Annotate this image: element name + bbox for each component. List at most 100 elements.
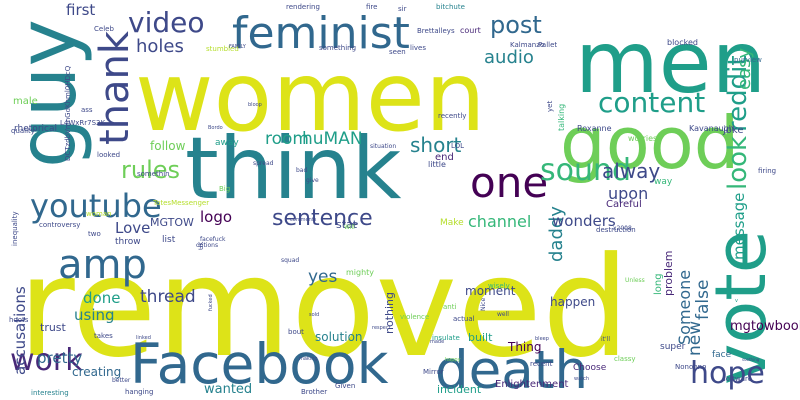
- word-cloud-word: hope: [690, 356, 765, 391]
- word-cloud-word: Brettalleys: [417, 27, 455, 35]
- word-cloud-word: Thing: [507, 340, 542, 354]
- word-cloud-word: accusations: [11, 286, 29, 375]
- word-cloud-word: Someone: [675, 270, 694, 345]
- word-cloud-word: linked: [136, 335, 151, 341]
- word-cloud-word: wonders: [552, 212, 616, 230]
- word-cloud-word: yet: [546, 101, 554, 112]
- word-cloud-word: away: [215, 138, 239, 148]
- word-cloud-word: MGTOW: [150, 216, 194, 229]
- word-cloud-word: bad: [296, 167, 307, 174]
- word-cloud-word: Make: [440, 218, 464, 228]
- word-cloud-word: options: [196, 242, 218, 249]
- word-cloud-word: work: [10, 343, 83, 378]
- word-cloud-word: daddy: [546, 206, 567, 262]
- word-cloud-word: channel: [468, 212, 531, 231]
- word-cloud-word: fucked: [208, 294, 214, 311]
- word-cloud-word: Careful: [606, 199, 642, 210]
- word-cloud-word: post: [490, 11, 542, 39]
- word-cloud-word: upon: [608, 184, 648, 203]
- word-cloud-word: using: [74, 306, 115, 324]
- word-cloud-word: easy: [734, 48, 755, 90]
- word-cloud-word: Facebook: [130, 332, 389, 396]
- word-cloud-word: video: [128, 6, 204, 39]
- word-cloud-word: sentence: [272, 206, 373, 231]
- word-cloud-word: interesting: [31, 389, 69, 397]
- word-cloud-word: feminist: [232, 8, 410, 59]
- word-cloud-word: sound: [540, 153, 631, 188]
- word-cloud-word: thread: [140, 287, 196, 307]
- word-cloud-word: x2008: [613, 225, 632, 232]
- word-cloud-word: stumbled: [206, 45, 239, 53]
- word-cloud-word: vote: [700, 230, 782, 385]
- word-cloud-word: women: [135, 41, 486, 153]
- word-cloud-word: fire: [366, 3, 377, 11]
- word-cloud-word: inequality: [11, 211, 19, 246]
- word-cloud-word: male: [13, 96, 38, 107]
- word-cloud-word: it'll: [601, 336, 610, 343]
- word-cloud-word: Bordo: [208, 125, 223, 131]
- word-cloud-word: built: [468, 331, 493, 344]
- word-cloud-word: UK: [198, 241, 205, 250]
- word-cloud-word: Celeb: [94, 25, 114, 33]
- word-cloud-word: holes: [136, 36, 184, 57]
- word-cloud-word: purview: [734, 56, 762, 64]
- word-cloud-word: two: [88, 230, 101, 238]
- word-cloud-word: give: [306, 177, 319, 184]
- word-cloud-word: destruction: [596, 226, 636, 234]
- word-cloud-word: squad: [281, 257, 299, 264]
- word-cloud-word: room: [265, 129, 309, 149]
- word-cloud-word: mgtowbooks: [730, 319, 800, 334]
- word-cloud-word: false: [693, 280, 713, 320]
- word-cloud-word: Enlightenment: [495, 379, 569, 390]
- word-cloud-word: somethin: [137, 170, 170, 178]
- word-cloud-word: huMAN: [302, 129, 363, 149]
- word-cloud-word: situation: [370, 143, 396, 150]
- word-cloud-word: ass: [81, 106, 93, 114]
- word-cloud-word: guy: [1, 19, 94, 168]
- word-cloud-word: Love: [115, 219, 150, 237]
- word-cloud-word: good: [560, 101, 740, 185]
- word-cloud-word: Choose: [573, 363, 607, 373]
- word-cloud-word: trust: [40, 321, 67, 334]
- word-cloud-word: watch: [574, 376, 589, 382]
- word-cloud-word: wanted: [204, 382, 252, 397]
- word-cloud-word: face: [712, 350, 732, 360]
- word-cloud-word: Nice: [480, 298, 487, 311]
- word-cloud-word: follow: [150, 139, 186, 153]
- word-cloud-word: joke: [722, 125, 743, 136]
- word-cloud-word: audio: [484, 47, 534, 68]
- word-cloud-word: court: [460, 26, 481, 35]
- word-cloud-word: hoots: [9, 316, 29, 324]
- word-cloud-word: content: [598, 86, 705, 119]
- word-cloud-word: insulate: [432, 334, 460, 342]
- word-cloud-word: hanging: [125, 388, 153, 396]
- word-cloud-word: anti: [443, 303, 456, 311]
- word-cloud-word: mighty: [346, 268, 374, 277]
- word-cloud-word: Mirror: [423, 368, 444, 376]
- word-cloud-word: incident: [437, 383, 482, 396]
- word-cloud-word: bitchute: [436, 3, 465, 11]
- word-cloud-word: FAMILY: [229, 44, 247, 50]
- word-cloud-word: nothing: [383, 292, 396, 334]
- word-cloud-word: L4WxRr7S2K: [60, 119, 106, 127]
- word-cloud-word: youtube: [30, 187, 162, 225]
- word-cloud-word: Will: [344, 224, 355, 231]
- word-cloud-word: throw: [115, 237, 141, 247]
- word-cloud-word: DCTzdbVmnGdKhml0HDcQ: [64, 65, 72, 161]
- word-cloud-word: Big: [219, 185, 230, 193]
- word-cloud-word: end: [435, 152, 454, 163]
- word-cloud-word: bout: [288, 328, 304, 336]
- word-cloud-word: solution: [315, 330, 363, 344]
- word-cloud-word: talking: [557, 104, 566, 131]
- word-cloud-word: actual: [453, 315, 475, 323]
- word-cloud-word: rules: [121, 156, 180, 184]
- word-cloud-word: Kavanaugh: [689, 124, 734, 133]
- word-cloud-word: classy: [614, 355, 636, 363]
- word-cloud-word: death: [435, 340, 588, 400]
- word-cloud-word: seen: [389, 48, 406, 56]
- word-cloud-word: looked: [97, 151, 120, 159]
- word-cloud-word: removed: [18, 227, 630, 388]
- word-cloud-word: TotesMessenger: [152, 199, 209, 207]
- word-cloud-word: Kalmanzo: [510, 41, 544, 49]
